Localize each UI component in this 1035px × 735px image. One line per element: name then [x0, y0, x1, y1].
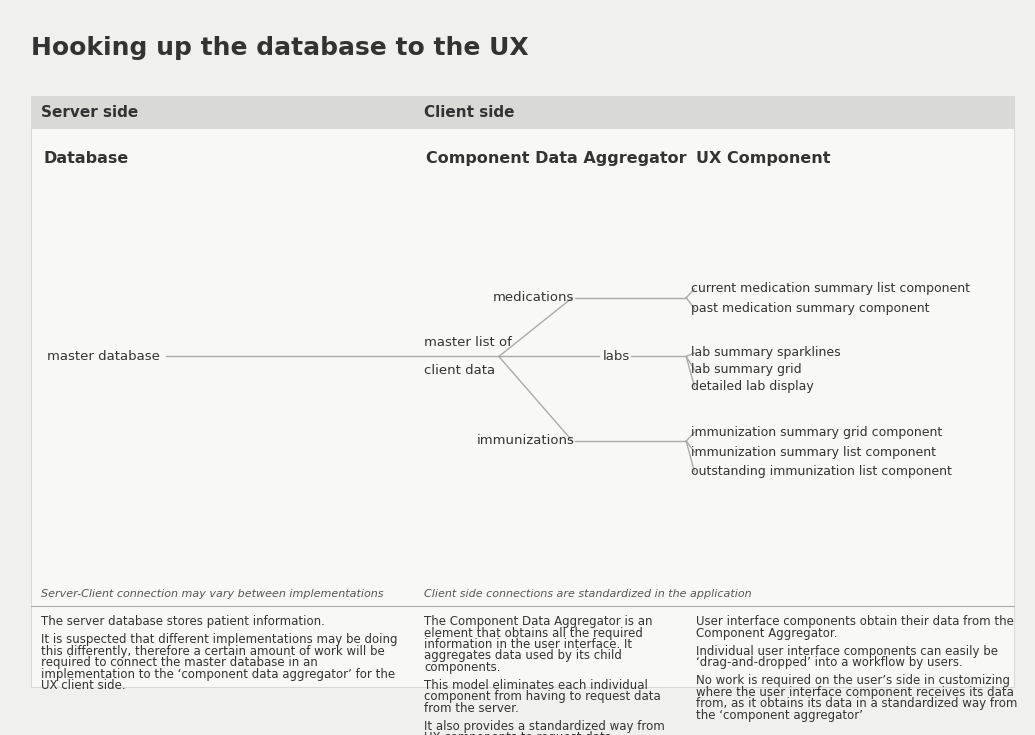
Text: UX Component: UX Component: [696, 151, 830, 165]
Text: immunization summary grid component: immunization summary grid component: [691, 426, 943, 439]
Text: Database: Database: [43, 151, 128, 165]
Text: Component Aggregator.: Component Aggregator.: [696, 626, 837, 639]
Text: Client side connections are standardized in the application: Client side connections are standardized…: [424, 589, 752, 599]
Text: labs: labs: [603, 350, 630, 363]
Text: detailed lab display: detailed lab display: [691, 380, 815, 393]
FancyBboxPatch shape: [31, 96, 414, 129]
Text: information in the user interface. It: information in the user interface. It: [424, 638, 632, 651]
Text: outstanding immunization list component: outstanding immunization list component: [691, 465, 952, 478]
Text: Server-Client connection may vary between implementations: Server-Client connection may vary betwee…: [41, 589, 384, 599]
Text: ‘drag-and-dropped’ into a workflow by users.: ‘drag-and-dropped’ into a workflow by us…: [696, 656, 963, 669]
Text: aggregates data used by its child: aggregates data used by its child: [424, 650, 622, 662]
FancyBboxPatch shape: [31, 96, 1014, 687]
Text: Component Data Aggregator: Component Data Aggregator: [426, 151, 687, 165]
Text: element that obtains all the required: element that obtains all the required: [424, 626, 643, 639]
Text: UX components to request data.: UX components to request data.: [424, 731, 616, 735]
Text: component from having to request data: component from having to request data: [424, 690, 661, 703]
Text: implementation to the ‘component data aggregator’ for the: implementation to the ‘component data ag…: [41, 667, 395, 681]
Text: medications: medications: [493, 291, 574, 304]
Text: It also provides a standardized way from: It also provides a standardized way from: [424, 720, 666, 733]
Text: this differently, therefore a certain amount of work will be: this differently, therefore a certain am…: [41, 645, 385, 658]
Text: lab summary grid: lab summary grid: [691, 363, 802, 376]
Text: UX client side.: UX client side.: [41, 679, 126, 692]
Text: immunizations: immunizations: [476, 434, 574, 448]
Text: current medication summary list component: current medication summary list componen…: [691, 282, 971, 295]
Text: The server database stores patient information.: The server database stores patient infor…: [41, 615, 325, 628]
Text: Individual user interface components can easily be: Individual user interface components can…: [696, 645, 998, 658]
Text: No work is required on the user’s side in customizing: No work is required on the user’s side i…: [696, 675, 1009, 687]
Text: Hooking up the database to the UX: Hooking up the database to the UX: [31, 36, 529, 60]
Text: Client side: Client side: [424, 104, 514, 120]
Text: Server side: Server side: [41, 104, 139, 120]
Text: required to connect the master database in an: required to connect the master database …: [41, 656, 318, 669]
Text: master database: master database: [47, 350, 159, 363]
Text: This model eliminates each individual: This model eliminates each individual: [424, 679, 648, 692]
Text: master list of: master list of: [424, 336, 512, 349]
Text: the ‘component aggregator’: the ‘component aggregator’: [696, 709, 862, 722]
Text: from the server.: from the server.: [424, 702, 520, 714]
Text: It is suspected that different implementations may be doing: It is suspected that different implement…: [41, 634, 397, 646]
Text: client data: client data: [424, 364, 496, 377]
FancyBboxPatch shape: [414, 96, 1014, 129]
Text: from, as it obtains its data in a standardized way from: from, as it obtains its data in a standa…: [696, 698, 1017, 710]
Text: The Component Data Aggregator is an: The Component Data Aggregator is an: [424, 615, 653, 628]
Text: where the user interface component receives its data: where the user interface component recei…: [696, 686, 1013, 699]
Text: User interface components obtain their data from the: User interface components obtain their d…: [696, 615, 1013, 628]
Text: past medication summary component: past medication summary component: [691, 302, 929, 315]
Text: immunization summary list component: immunization summary list component: [691, 445, 937, 459]
Text: lab summary sparklines: lab summary sparklines: [691, 346, 841, 359]
Text: components.: components.: [424, 661, 501, 674]
